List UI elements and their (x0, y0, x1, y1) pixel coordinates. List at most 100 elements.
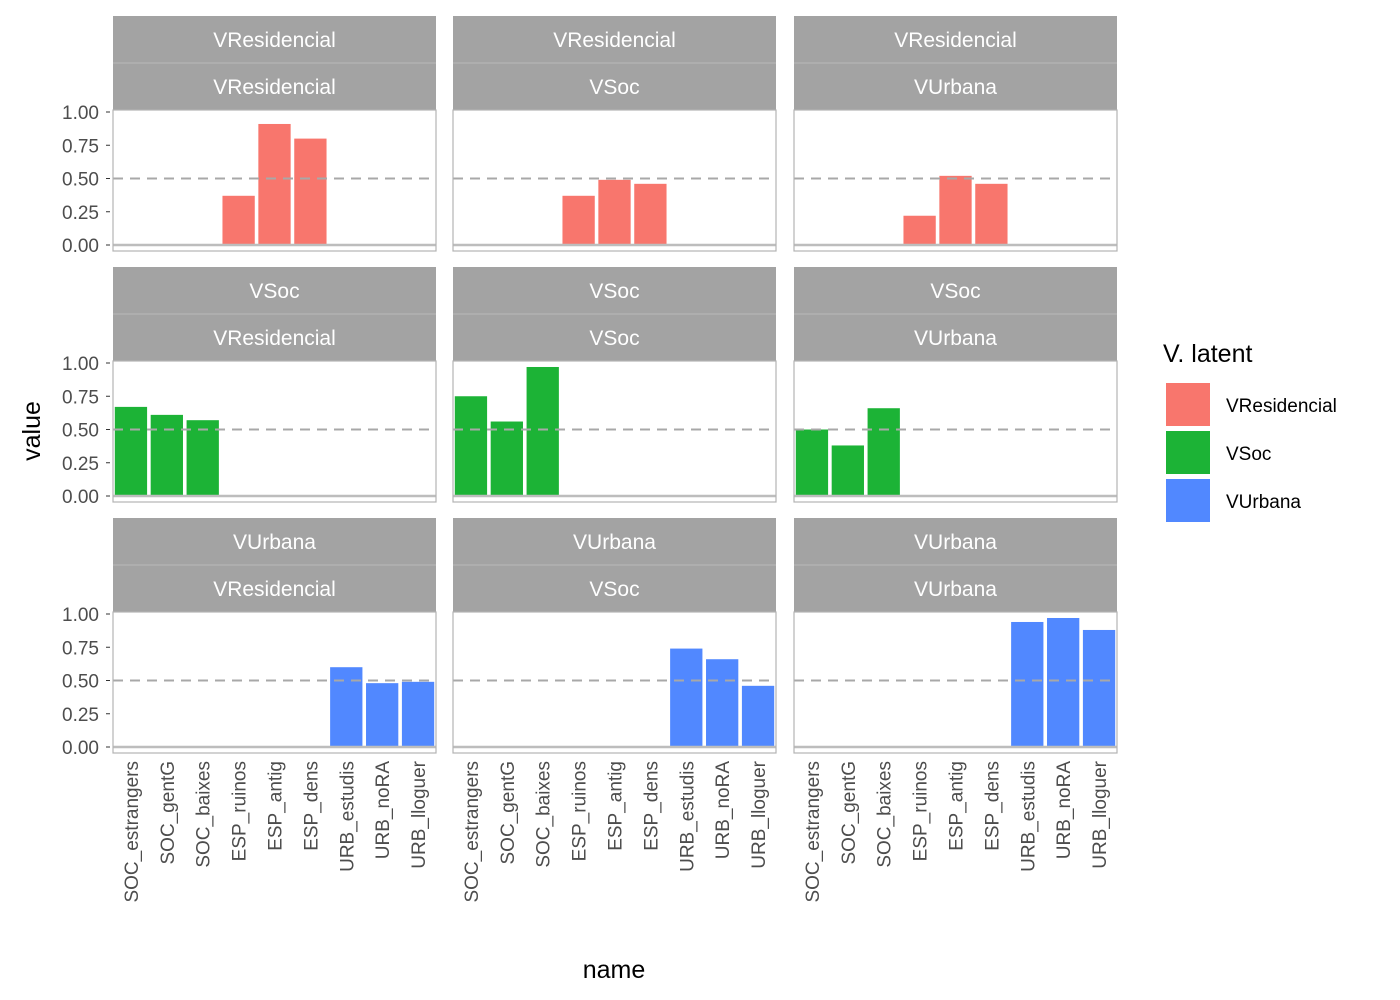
x-tick-label-URB_lloguer: URB_lloguer (409, 760, 430, 868)
row-strip-label: VUrbana (573, 531, 656, 554)
panel-border (112, 360, 437, 503)
x-tick-label-URB_estudis: URB_estudis (337, 761, 358, 872)
y-tick-label: 0.50 (62, 170, 99, 191)
y-tick-label: 0.50 (62, 421, 99, 442)
x-tick-labels: SOC_estrangers SOC_gentG SOC_baixes ESP_rui… (122, 760, 1111, 902)
x-tick-label-URB_lloguer: URB_lloguer (749, 760, 770, 868)
legend-label-VSoc: VSoc (1226, 444, 1271, 465)
y-tick-label: 1.00 (62, 605, 99, 626)
panel-border (452, 109, 777, 252)
facet-panel-VResidencial-VResidencial: VResidencial VResidencial 0.00 0.25 0.50 0.75… (62, 16, 437, 257)
bar-URB_lloguer (741, 685, 775, 747)
x-tick-label-SOC_estrangers: SOC_estrangers (462, 761, 483, 903)
row-strip-label: VResidencial (213, 29, 336, 52)
y-tick-label: 0.75 (62, 387, 99, 408)
x-tick-label-SOC_gentG: SOC_gentG (498, 761, 519, 865)
row-strip-label: VSoc (249, 280, 299, 303)
bar-SOC_gentG (490, 421, 523, 496)
y-tick-label: 0.50 (62, 672, 99, 693)
bar-SOC_estrangers (454, 396, 488, 496)
bar-ESP_antig (939, 175, 972, 245)
x-tick-label-URB_noRA: URB_noRA (1054, 761, 1075, 860)
bar-SOC_baixes (867, 408, 900, 496)
x-tick-label-URB_lloguer: URB_lloguer (1090, 760, 1111, 868)
bar-URB_noRA (706, 659, 739, 747)
bar-SOC_baixes (526, 366, 559, 496)
panel-border (452, 360, 777, 503)
facet-panel-VUrbana-VResidencial: VUrbana VResidencial 0.00 0.25 0.50 0.75 1.00 (62, 518, 437, 759)
x-tick-label-ESP_ruinos: ESP_ruinos (570, 761, 591, 861)
facet-panel-VSoc-VSoc: VSoc VSoc (452, 267, 777, 503)
bar-SOC_gentG (831, 445, 864, 496)
legend: V. latent VResidencial VSoc VUrbana (1163, 340, 1337, 522)
panel-border (793, 360, 1118, 503)
col-strip-label: VUrbana (914, 327, 997, 350)
facet-panels: VResidencial VResidencial 0.00 0.25 0.50 0.75… (62, 16, 1118, 759)
x-tick-label-URB_estudis: URB_estudis (677, 761, 698, 872)
facet-panel-VUrbana-VUrbana: VUrbana VUrbana (793, 518, 1118, 754)
facet-panel-VResidencial-VSoc: VResidencial VSoc (452, 16, 777, 252)
x-tick-label-ESP_antig: ESP_antig (947, 761, 968, 851)
row-strip-label: VResidencial (894, 29, 1017, 52)
row-strip-label: VSoc (930, 280, 980, 303)
bar-ESP_ruinos (562, 195, 595, 245)
col-strip-label: VResidencial (213, 327, 336, 350)
y-tick-label: 0.00 (62, 738, 99, 759)
y-tick-label: 0.00 (62, 487, 99, 508)
bar-SOC_estrangers (795, 429, 829, 496)
x-tick-label-SOC_estrangers: SOC_estrangers (803, 761, 824, 903)
panel-border (793, 109, 1118, 252)
row-strip-label: VResidencial (553, 29, 676, 52)
bar-URB_noRA (1047, 617, 1080, 747)
bar-ESP_antig (258, 123, 291, 245)
bar-URB_noRA (366, 683, 399, 747)
row-strip-label: VUrbana (914, 531, 997, 554)
y-tick-label: 0.75 (62, 638, 99, 659)
col-strip-label: VSoc (589, 578, 639, 601)
bar-URB_estudis (1011, 621, 1044, 747)
bar-ESP_dens (294, 138, 327, 245)
bar-SOC_gentG (150, 414, 183, 496)
legend-label-VResidencial: VResidencial (1226, 396, 1337, 417)
panel-border (112, 611, 437, 754)
x-tick-label-URB_noRA: URB_noRA (373, 761, 394, 860)
bar-SOC_baixes (186, 420, 219, 496)
x-tick-label-ESP_dens: ESP_dens (641, 761, 662, 851)
x-tick-label-ESP_antig: ESP_antig (266, 761, 287, 851)
y-tick-label: 0.25 (62, 454, 99, 475)
legend-key-VSoc (1166, 431, 1210, 474)
col-strip-label: VSoc (589, 76, 639, 99)
x-tick-label-ESP_dens: ESP_dens (982, 761, 1003, 851)
x-tick-label-SOC_gentG: SOC_gentG (158, 761, 179, 865)
col-strip-label: VSoc (589, 327, 639, 350)
x-tick-label-SOC_baixes: SOC_baixes (875, 761, 896, 868)
panel-border (452, 611, 777, 754)
bar-URB_lloguer (401, 681, 435, 747)
y-tick-label: 0.25 (62, 203, 99, 224)
bar-ESP_ruinos (222, 195, 255, 245)
x-tick-label-ESP_antig: ESP_antig (606, 761, 627, 851)
y-tick-label: 1.00 (62, 354, 99, 375)
x-tick-label-SOC_baixes: SOC_baixes (534, 761, 555, 868)
x-tick-label-SOC_baixes: SOC_baixes (194, 761, 215, 868)
y-tick-label: 0.75 (62, 136, 99, 157)
x-tick-label-ESP_ruinos: ESP_ruinos (230, 761, 251, 861)
x-tick-label-SOC_gentG: SOC_gentG (839, 761, 860, 865)
x-tick-label-ESP_dens: ESP_dens (301, 761, 322, 851)
x-tick-label-URB_noRA: URB_noRA (713, 761, 734, 860)
bar-ESP_antig (598, 179, 631, 245)
legend-title: V. latent (1163, 340, 1252, 368)
facet-panel-VUrbana-VSoc: VUrbana VSoc (452, 518, 777, 754)
y-tick-label: 0.25 (62, 705, 99, 726)
row-strip-label: VUrbana (233, 531, 316, 554)
bar-ESP_dens (975, 183, 1008, 245)
y-axis-title: value (18, 401, 46, 461)
facet-panel-VResidencial-VUrbana: VResidencial VUrbana (793, 16, 1118, 252)
facet-panel-VSoc-VResidencial: VSoc VResidencial 0.00 0.25 0.50 0.75 1.00 (62, 267, 437, 508)
row-strip-label: VSoc (589, 280, 639, 303)
col-strip-label: VResidencial (213, 76, 336, 99)
bar-URB_estudis (670, 648, 703, 747)
bar-URB_lloguer (1082, 629, 1116, 747)
panel-border (112, 109, 437, 252)
